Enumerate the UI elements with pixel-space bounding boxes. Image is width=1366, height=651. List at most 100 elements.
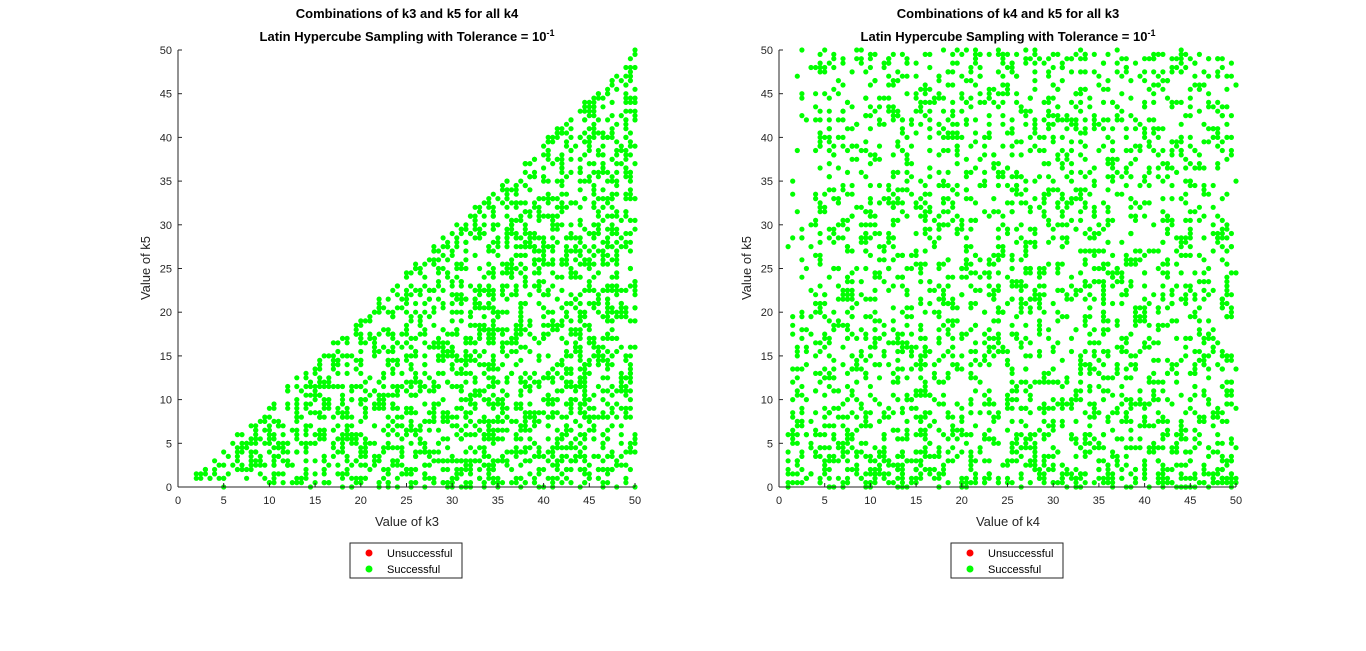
chart-left-successful-point: [307, 401, 314, 407]
chart-left-successful-point: [422, 471, 428, 477]
chart-right-successful-point: [1004, 458, 1011, 464]
chart-left-successful-point: [623, 117, 629, 123]
chart-right-successful-point: [881, 471, 887, 477]
chart-right-successful-point: [1100, 331, 1107, 337]
chart-right-successful-point: [1023, 388, 1029, 394]
chart-left-successful-point: [577, 353, 583, 359]
chart-left-successful-point: [371, 309, 378, 315]
chart-right-successful-point: [972, 388, 979, 394]
chart-right-successful-point: [945, 257, 951, 263]
chart-right-successful-point: [794, 73, 800, 79]
chart-left-successful-point: [321, 480, 327, 486]
chart-right-successful-point: [886, 82, 892, 88]
chart-left-successful-point: [614, 335, 620, 341]
chart-left-successful-point: [431, 475, 437, 481]
chart-right-successful-point: [1201, 213, 1207, 219]
chart-left-successful-point: [381, 392, 387, 398]
chart-right-successful-point: [1018, 453, 1024, 459]
chart-right-successful-point: [790, 440, 796, 446]
chart-right-successful-point: [1164, 418, 1171, 424]
chart-right-successful-point: [1233, 178, 1239, 184]
chart-left-successful-point: [531, 235, 538, 241]
chart-left-successful-point: [486, 466, 492, 473]
chart-right-successful-point: [986, 51, 992, 58]
chart-left-successful-point: [595, 91, 602, 97]
chart-left-successful-point: [586, 126, 592, 132]
chart-left-successful-point: [504, 239, 510, 245]
chart-right-successful-point: [1155, 397, 1161, 403]
chart-left-successful-point: [527, 458, 533, 464]
chart-right-successful-point: [863, 209, 869, 215]
chart-left-successful-point: [518, 270, 524, 276]
chart-right-successful-point: [1032, 121, 1038, 127]
chart-left-successful-point: [586, 335, 592, 341]
chart-left-successful-point: [623, 108, 629, 114]
chart-left-successful-point: [632, 161, 638, 167]
chart-right-successful-point: [1100, 458, 1107, 464]
chart-right-successful-point: [1073, 436, 1079, 442]
chart-right-successful-point: [1169, 99, 1175, 105]
chart-left-successful-point: [298, 440, 304, 446]
chart-left-successful-point: [509, 480, 515, 486]
chart-left-successful-point: [586, 418, 592, 424]
chart-right-successful-point: [968, 283, 974, 289]
chart-left-successful-point: [495, 196, 501, 202]
chart-right-successful-point: [1096, 357, 1102, 363]
chart-left-successful-point: [605, 169, 611, 175]
chart-left-successful-point: [426, 296, 432, 302]
chart-right-successful-point: [895, 143, 901, 149]
chart-right-successful-point: [1178, 134, 1184, 140]
chart-right-successful-point: [863, 69, 869, 75]
chart-right-successful-point: [991, 86, 997, 92]
chart-left-successful-point: [509, 348, 515, 355]
chart-right-successful-point: [1091, 279, 1097, 285]
chart-left-successful-point: [385, 392, 391, 398]
chart-left-successful-point: [627, 370, 634, 376]
chart-left-successful-point: [271, 418, 277, 424]
chart-right-successful-point: [940, 466, 947, 473]
chart-left-successful-point: [445, 436, 451, 442]
chart-left-successful-point: [248, 462, 254, 468]
chart-left-successful-point: [394, 462, 400, 468]
chart-right-successful-point: [858, 239, 864, 245]
chart-left-ylabel: Value of k5: [138, 236, 153, 300]
chart-right-successful-point: [822, 134, 828, 140]
chart-right-successful-point: [1050, 397, 1056, 403]
chart-right-successful-point: [922, 388, 928, 394]
chart-right-successful-point: [840, 445, 846, 451]
chart-right-successful-point: [927, 423, 933, 429]
chart-right-successful-point: [881, 410, 887, 416]
chart-right-successful-point: [1215, 69, 1221, 75]
chart-right-successful-point: [1100, 292, 1107, 298]
chart-left-successful-point: [605, 427, 611, 433]
chart-right-successful-point: [1228, 60, 1234, 66]
chart-left-successful-point: [499, 362, 506, 368]
chart-right-successful-point: [1009, 174, 1015, 180]
chart-right-successful-point: [826, 161, 832, 167]
chart-left-successful-point: [454, 222, 460, 228]
chart-right-successful-point: [1151, 69, 1157, 75]
chart-right-successful-point: [858, 235, 864, 241]
chart-right-successful-point: [1119, 108, 1125, 114]
chart-right-successful-point: [913, 458, 919, 464]
chart-left-successful-point: [614, 178, 620, 184]
chart-right-successful-point: [986, 274, 992, 280]
chart-left-successful-point: [271, 436, 277, 442]
chart-left-successful-point: [495, 414, 501, 420]
chart-left-successful-point: [591, 340, 597, 346]
chart-left-successful-point: [605, 453, 611, 459]
chart-right-successful-point: [904, 187, 910, 193]
chart-left-successful-point: [440, 370, 446, 376]
chart-left-subtitle-exponent: -1: [546, 28, 554, 38]
chart-right-successful-point: [1201, 187, 1207, 193]
chart-right-successful-point: [1219, 147, 1225, 154]
chart-right-successful-point: [813, 64, 819, 71]
chart-left-successful-point: [335, 340, 341, 346]
chart-right-successful-point: [799, 309, 805, 315]
chart-right-successful-point: [1228, 379, 1234, 385]
chart-right-successful-point: [1183, 283, 1189, 289]
chart-right-successful-point: [1068, 169, 1075, 175]
chart-left-successful-point: [582, 471, 588, 477]
chart-right-successful-point: [899, 340, 906, 346]
chart-right-successful-point: [936, 213, 942, 219]
